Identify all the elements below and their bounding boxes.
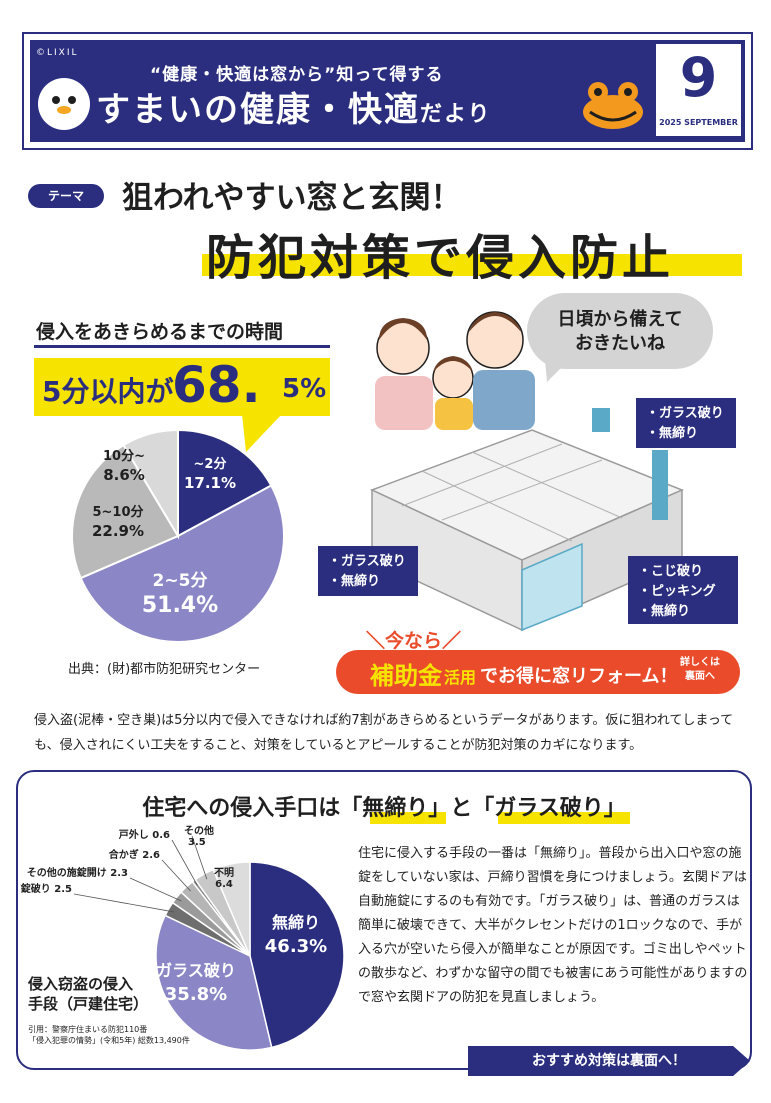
- month-box: [656, 44, 741, 136]
- newsletter-subtitle: “健康・快適は窓から”知って得する: [150, 65, 444, 85]
- highlight-number: 68.: [172, 356, 261, 414]
- recommend-arrow-button[interactable]: おすすめ対策は裏面へ！: [468, 1046, 750, 1076]
- methods-panel: [16, 770, 752, 1070]
- time-pie-highlight-box: [34, 358, 330, 416]
- theme-main-heading: 防犯対策で侵入防止: [206, 230, 675, 286]
- speech-bubble: [527, 293, 713, 369]
- methods-pie-value-label: 46.3%: [265, 936, 327, 957]
- subsidy-main: 補助金: [370, 662, 442, 690]
- time-pie-source: 出典：(財)都市防犯研究センター: [68, 662, 261, 677]
- frog-mascot-icon: [582, 80, 644, 130]
- time-pie-category-label: 2~5分: [153, 571, 208, 591]
- methods-pie-category-label: ガラス破り: [156, 961, 236, 980]
- methods-pie-leader-line: [191, 835, 208, 880]
- house-cutaway-illustration: [370, 408, 684, 632]
- intro-paragraph: 侵入盗(泥棒・空き巣)は5分以内で侵入できなければ約7割があきらめるというデータ…: [34, 713, 734, 753]
- methods-pie-chart: 無締り 46.3% ガラス破り 35.8% ドア錠破り 2.5 その他の施錠開け 2.3 合…: [20, 824, 345, 1050]
- methods-pie-outer-label: その他の施錠開け 2.3: [27, 866, 128, 879]
- subsidy-use: 活用: [444, 668, 477, 687]
- time-pie-value-label: 17.1%: [184, 474, 236, 492]
- theme-highlight-bar: [202, 254, 742, 276]
- methods-pie-leader-line: [129, 877, 182, 902]
- time-pie-value-label: 22.9%: [92, 522, 144, 540]
- door-callout: ・こじ破り ・ピッキング ・無締り: [628, 556, 738, 624]
- theme-heading: 狙われやすい窓と玄関！: [122, 180, 462, 216]
- methods-pie-slice-1: [155, 914, 273, 1050]
- methods-pie-caption: 侵入窃盗の侵入 手段（戸建住宅）: [28, 975, 149, 1013]
- time-pie-category-label: 10分~: [103, 448, 145, 464]
- newsletter-title-suffix: だより: [420, 102, 492, 127]
- methods-pie-value-label: 6.4: [215, 879, 233, 890]
- methods-paragraph: 住宅に侵入する手段の一番は「無締り」。普段から出入口や窓の施錠をしていない家は、…: [358, 846, 748, 1005]
- methods-pie-outer-label: 合かぎ 2.6: [108, 848, 160, 861]
- time-pie-title-underline: [34, 345, 330, 348]
- time-pie-title: 侵入をあきらめるまでの時間: [36, 321, 284, 343]
- methods-pie-leader-line: [161, 859, 191, 892]
- methods-pie-outer-label: ドア錠破り 2.5: [20, 882, 72, 895]
- time-pie-slice-0: [177, 428, 273, 538]
- highlight-percent: 5%: [282, 374, 327, 404]
- time-pie-category-label: 5~10分: [92, 504, 143, 520]
- highlight-pointer: [242, 414, 282, 452]
- time-pie-slice-2: [71, 443, 180, 580]
- speech-bubble-tail: [545, 360, 569, 382]
- newsletter-title: すまいの健康・快適だより: [96, 82, 492, 131]
- brand-logo: ©LIXIL: [36, 48, 79, 58]
- title-highlight-2: [498, 812, 630, 824]
- speech-bubble-text: 日頃から備えて おきたいね: [557, 309, 683, 354]
- subsidy-text: でお得に窓リフォーム！: [480, 666, 678, 687]
- methods-pie-slice-7: [212, 861, 251, 957]
- time-pie-slice-1: [79, 484, 285, 643]
- methods-pie-slice-0: [249, 861, 345, 1049]
- methods-pie-leader-line: [73, 893, 174, 913]
- methods-pie-category-label: 無締り: [272, 913, 320, 932]
- family-illustration: [375, 311, 535, 430]
- now-label: ＼今なら／: [366, 630, 462, 652]
- subsidy-detail-link[interactable]: 詳しくは 裏面へ: [680, 657, 720, 682]
- issue-month-label: 2025 SEPTEMBER: [659, 118, 738, 127]
- header-frame: [22, 32, 753, 150]
- issue-month: 9: [679, 46, 718, 109]
- methods-pie-source: 引用：警察庁住まいる防犯110番 「侵入犯罪の情勢」(令和5年) 総数13,49…: [28, 1025, 190, 1045]
- time-pie-value-label: 51.4%: [142, 593, 218, 618]
- methods-title: 住宅への侵入手口は「無締り」と「ガラス破り」: [142, 796, 626, 821]
- title-highlight-1: [370, 812, 446, 824]
- highlight-text-a: 5分以内が: [42, 375, 174, 408]
- methods-pie-outer-label: 不明: [214, 867, 234, 879]
- methods-pie-value-label: 3.5: [188, 837, 206, 848]
- methods-pie-outer-label: 戸外し 0.6: [119, 828, 170, 841]
- time-pie-slice-3: [122, 428, 179, 540]
- newsletter-title-main: すまいの健康・快適: [96, 90, 420, 130]
- subsidy-banner[interactable]: [336, 650, 740, 694]
- methods-pie-value-label: 35.8%: [165, 984, 227, 1005]
- time-pie-value-label: 8.6%: [103, 466, 145, 484]
- chick-mascot-icon: [38, 78, 90, 130]
- window-callout-left: ・ガラス破り ・無締り: [318, 546, 418, 596]
- methods-pie-outer-label: その他: [184, 824, 214, 837]
- time-pie-category-label: ~2分: [194, 456, 227, 472]
- methods-pie-leader-line: [171, 839, 198, 886]
- window-callout-top: ・ガラス破り ・無締り: [636, 398, 736, 448]
- theme-tag: テーマ: [28, 184, 104, 208]
